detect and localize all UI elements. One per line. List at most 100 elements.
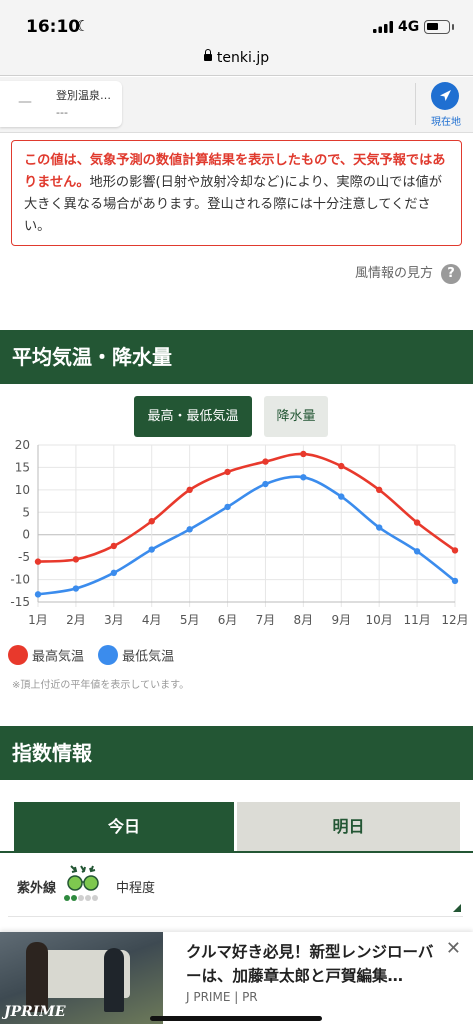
ad-banner[interactable]: JPRIME クルマ好き必見！新型レンジローバーは、加藤章太郎と戸賀編集… J … [0, 932, 473, 1024]
x-tick-label: 3月 [104, 613, 124, 627]
y-tick-label: 10 [15, 483, 30, 497]
data-point-min [186, 526, 193, 533]
location-dash: — [18, 94, 32, 110]
y-tick-label: 5 [22, 505, 30, 519]
legend-max-label: 最高気温 [32, 649, 85, 665]
index-tabs-rule [0, 851, 473, 853]
data-point-max [224, 468, 231, 476]
uv-level-dot [92, 895, 98, 901]
uv-value: 中程度 [116, 881, 156, 896]
data-point-min [451, 577, 459, 585]
climate-section-title: 平均気温・降水量 [0, 330, 473, 384]
chart-legend: 最高気温 最低気温 [8, 645, 184, 667]
data-point-min [375, 524, 383, 531]
data-point-max [338, 462, 345, 470]
chart-note: ※頂上付近の平年値を表示しています。 [12, 680, 190, 691]
x-tick-label: 9月 [331, 613, 351, 627]
ad-title: クルマ好き必見！新型レンジローバーは、加藤章太郎と戸賀編集… [186, 943, 434, 985]
ad-source: J PRIME | PR [186, 990, 258, 1004]
location-name: 登別温泉… [56, 89, 111, 102]
forecast-notice: この値は、気象予測の数値計算結果を表示したもので、天気予報ではありません。地形の… [11, 140, 462, 246]
tab-precipitation[interactable]: 降水量 [264, 396, 328, 437]
location-card[interactable]: — 登別温泉… --- [0, 81, 122, 127]
signal-icon [373, 21, 393, 33]
location-value: --- [56, 106, 68, 119]
legend-max-dot [8, 645, 28, 665]
y-tick-label: 15 [15, 460, 30, 474]
tab-tomorrow[interactable]: 明日 [237, 802, 460, 851]
x-tick-label: 8月 [294, 613, 314, 627]
ad-image: JPRIME [0, 932, 163, 1024]
y-tick-label: 0 [22, 528, 30, 542]
x-tick-label: 6月 [218, 613, 238, 627]
y-tick-label: -5 [18, 550, 30, 564]
uv-level-dot [78, 895, 84, 901]
tab-temperature[interactable]: 最高・最低気温 [134, 396, 252, 437]
current-location-label: 現在地 [431, 117, 461, 128]
data-point-max [110, 542, 118, 550]
uv-level-dot [64, 895, 70, 901]
legend-item-max: 最高気温 [8, 645, 84, 665]
lock-icon [203, 49, 212, 61]
data-point-min [413, 548, 421, 555]
network-type: 4G [398, 19, 420, 35]
data-point-min [148, 546, 155, 553]
data-point-min [338, 493, 345, 500]
data-point-min [110, 569, 118, 577]
legend-min-dot [98, 645, 119, 665]
status-time: 16:10 [26, 17, 81, 37]
y-tick-label: -15 [10, 595, 30, 609]
data-point-max [148, 518, 155, 525]
divider [415, 83, 416, 125]
status-bar: 16:10 ☾ 4G tenki.jp [0, 0, 473, 76]
temperature-chart: 20 15 10 5 0 -5 -10 -15 1月 2月 3月 4月 5月 6月 7月 8月 9月 10月 11月… [10, 438, 468, 627]
data-point-max [375, 486, 383, 494]
uv-index-row[interactable]: 紫外線 中程度 [8, 853, 463, 917]
x-tick-label: 2月 [66, 613, 86, 627]
ad-brand-logo: JPRIME [4, 1004, 66, 1020]
url-bar[interactable]: tenki.jp [0, 49, 473, 66]
home-indicator [150, 1016, 322, 1021]
y-tick-label: -10 [10, 573, 30, 587]
x-tick-label: 4月 [142, 613, 162, 627]
data-point-max [262, 458, 269, 465]
close-icon[interactable]: ✕ [445, 938, 461, 959]
navigation-arrow-icon [431, 82, 459, 110]
uv-sunglasses-icon [64, 865, 99, 901]
y-tick-label: 20 [15, 438, 30, 452]
current-location-button[interactable]: 現在地 [424, 80, 468, 130]
wind-info-label: 風情報の見方 [354, 266, 433, 281]
x-tick-label: 1月 [28, 613, 48, 627]
data-point-min [300, 474, 307, 481]
data-point-max [34, 558, 42, 565]
data-point-min [224, 503, 231, 511]
index-section-title: 指数情報 [0, 726, 473, 780]
url-text: tenki.jp [216, 50, 270, 66]
x-tick-label: 11月 [403, 613, 430, 627]
x-tick-label: 5月 [180, 613, 200, 627]
battery-icon [424, 20, 450, 34]
data-point-max [413, 519, 421, 526]
data-point-min [72, 585, 80, 592]
wind-info-link[interactable]: 風情報の見方? [355, 262, 461, 284]
legend-item-min: 最低気温 [98, 645, 174, 665]
uv-label: 紫外線 [17, 881, 57, 896]
expand-corner-icon [453, 904, 461, 912]
help-icon: ? [441, 263, 461, 284]
tab-today[interactable]: 今日 [14, 802, 234, 851]
legend-min-label: 最低気温 [122, 649, 175, 665]
data-point-min [34, 591, 42, 598]
index-tabs: 今日 明日 [14, 802, 460, 851]
data-point-max [451, 547, 459, 554]
notice-warning: この値は、気象予測の数値計算結果を表示したもので、天気予報ではありません。 [24, 153, 446, 190]
series-line-min [37, 475, 456, 596]
data-point-min [262, 480, 269, 488]
data-point-max [186, 486, 193, 494]
x-tick-label: 7月 [256, 613, 276, 627]
location-bar: — 登別温泉… --- 現在地 [0, 77, 473, 133]
x-tick-label: 12月 [441, 613, 468, 627]
x-tick-label: 10月 [366, 613, 393, 627]
notice-body: 地形の影響(日射や放射冷却など)により、実際の山では値が大きく異なる場合がありま… [24, 175, 442, 234]
uv-level-dot [85, 895, 91, 901]
moon-icon: ☾ [76, 17, 90, 35]
